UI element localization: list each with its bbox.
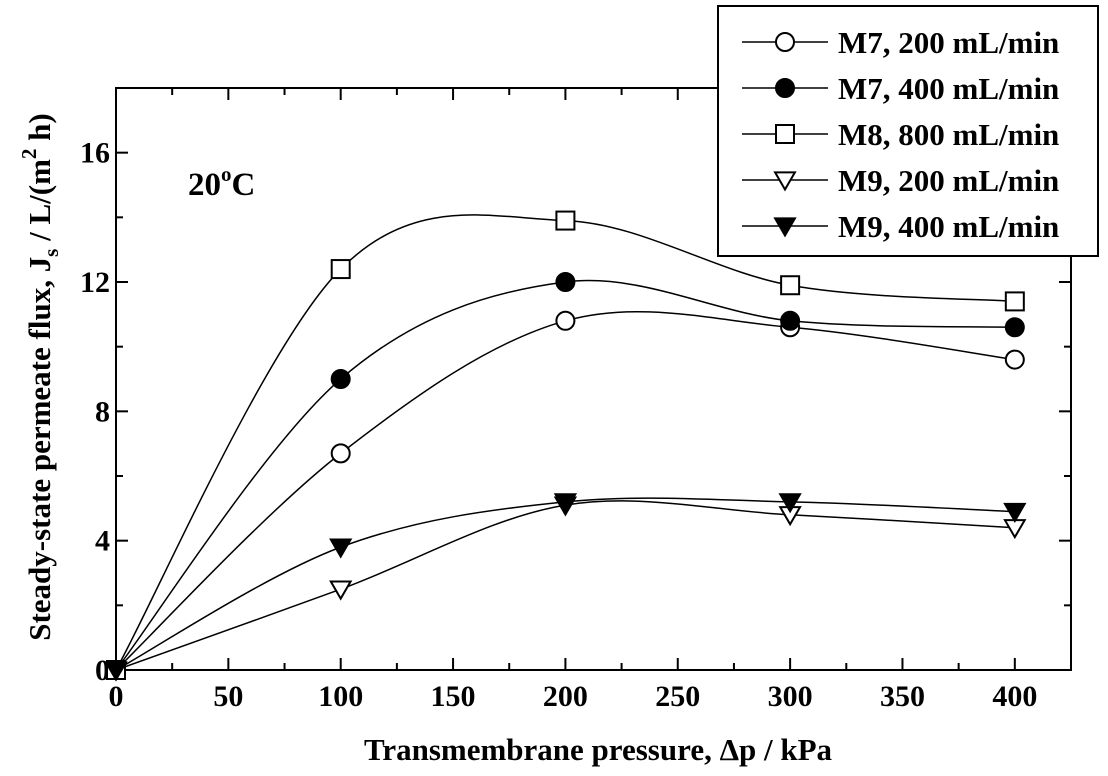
data-point bbox=[329, 538, 353, 559]
x-tick-label: 300 bbox=[768, 680, 813, 713]
legend-marker bbox=[775, 32, 795, 52]
series-line bbox=[115, 214, 1015, 671]
data-point bbox=[555, 210, 576, 231]
series-line bbox=[115, 310, 1015, 671]
x-tick-label: 250 bbox=[655, 680, 700, 713]
data-point bbox=[780, 310, 801, 331]
data-point bbox=[778, 493, 802, 514]
y-tick-label: 4 bbox=[95, 525, 110, 558]
legend-item: M8, 800 mL/min bbox=[742, 117, 1059, 152]
legend-label: M7, 400 mL/min bbox=[838, 71, 1059, 106]
data-point bbox=[553, 493, 578, 514]
y-tick-label: 16 bbox=[80, 137, 110, 170]
temperature-annotation: 20oC bbox=[188, 162, 255, 203]
legend-item: M9, 200 mL/min bbox=[742, 163, 1059, 198]
legend-marker bbox=[773, 217, 797, 238]
series-line bbox=[115, 279, 1015, 671]
data-point bbox=[104, 661, 128, 682]
data-point bbox=[329, 580, 353, 601]
x-tick-label: 400 bbox=[992, 680, 1037, 713]
legend-label: M9, 200 mL/min bbox=[838, 163, 1059, 198]
series-markers bbox=[104, 210, 1027, 682]
x-tick-label: 350 bbox=[880, 680, 925, 713]
x-tick-label: 50 bbox=[213, 680, 243, 713]
data-point bbox=[1004, 317, 1025, 338]
x-tick-label: 200 bbox=[543, 680, 588, 713]
series-line bbox=[115, 497, 1015, 671]
legend-label: M8, 800 mL/min bbox=[838, 117, 1059, 152]
y-tick-label: 12 bbox=[80, 266, 110, 299]
data-point bbox=[1003, 502, 1027, 524]
legend-item: M7, 400 mL/min bbox=[742, 71, 1059, 106]
legend-item: M9, 400 mL/min bbox=[742, 209, 1059, 244]
series-line bbox=[115, 500, 1015, 671]
y-axis-title: Steady-state permeate flux, Js / L/(m2 h… bbox=[17, 113, 63, 641]
legend-marker bbox=[773, 171, 797, 192]
x-tick-label: 0 bbox=[109, 680, 124, 713]
plot-area bbox=[115, 87, 1072, 671]
data-point bbox=[1004, 291, 1025, 312]
legend-label: M7, 200 mL/min bbox=[838, 25, 1059, 60]
data-point bbox=[555, 310, 576, 331]
data-point bbox=[330, 443, 351, 464]
plot-frame bbox=[115, 87, 1072, 671]
data-point bbox=[555, 272, 576, 292]
data-point bbox=[780, 275, 801, 296]
legend: M7, 200 mL/min M7, 400 mL/min M8, 800 mL/m… bbox=[717, 5, 1099, 257]
x-axis-title: Transmembrane pressure, Δp / kPa bbox=[364, 732, 833, 767]
legend-item: M7, 200 mL/min bbox=[742, 25, 1059, 60]
legend-marker bbox=[775, 78, 795, 98]
x-tick-label: 100 bbox=[318, 680, 363, 713]
y-tick-label: 8 bbox=[95, 395, 110, 428]
data-point bbox=[330, 369, 351, 389]
legend-label: M9, 400 mL/min bbox=[838, 209, 1059, 244]
data-point bbox=[330, 259, 351, 280]
x-tick-label: 150 bbox=[431, 680, 476, 713]
data-point bbox=[1004, 349, 1025, 370]
legend-marker bbox=[775, 124, 795, 144]
